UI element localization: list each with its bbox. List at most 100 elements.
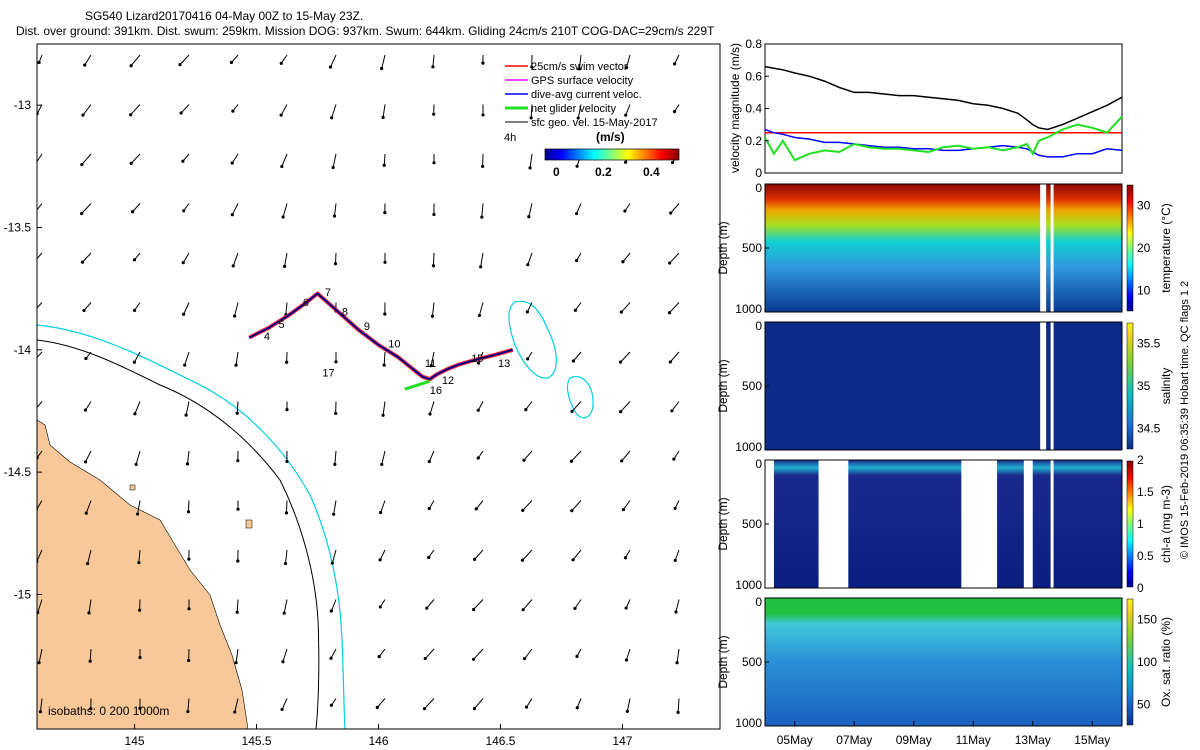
velocity-arrow-head <box>84 356 88 361</box>
salinity-gaps <box>1040 322 1054 450</box>
depth-tick-label: 1000 <box>735 578 762 592</box>
velocity-arrow <box>282 648 288 662</box>
velocity-arrow <box>578 54 582 69</box>
velocity-arrow <box>81 203 92 214</box>
velocity-arrow <box>138 549 141 563</box>
velocity-arrow <box>574 599 582 609</box>
velocity-arrow <box>674 54 680 65</box>
time-tick-label: 05May <box>777 733 813 747</box>
track-day-label: 16 <box>430 385 442 397</box>
colorbar-title: (m/s) <box>596 130 625 144</box>
velocity-arrow-head <box>380 462 384 467</box>
velocity-arrow <box>670 203 680 214</box>
velocity-arrow <box>130 104 141 116</box>
velocity-arrow <box>81 153 92 165</box>
velocity-arrow-head <box>520 558 525 562</box>
velocity-arrow <box>284 549 288 564</box>
velocity-arrow-head <box>187 658 191 663</box>
velocity-arrow-head <box>674 610 678 614</box>
colorbar-tick-label: 35.5 <box>1137 336 1161 350</box>
velocity-arrow <box>429 401 435 415</box>
reef-contour <box>566 376 594 419</box>
velocity-arrow-head <box>422 707 427 711</box>
velocity-arrow-head <box>378 558 382 562</box>
net-glider-velocity <box>404 379 431 391</box>
velocity-arrow-head <box>334 360 338 364</box>
velocity-arrow-head <box>332 512 336 516</box>
velocity-arrow <box>334 252 337 264</box>
depth-tick-label: 0 <box>755 319 762 333</box>
velocity-arrow <box>478 302 484 316</box>
colorbar-tick-label: 50 <box>1137 698 1151 712</box>
track-day-label: 17 <box>322 368 334 380</box>
velocity-arrow-head <box>377 655 381 659</box>
velocity-arrow-head <box>526 263 530 267</box>
velocity-arrow <box>280 104 288 116</box>
velocity-arrow-head <box>236 459 240 463</box>
velocity-arrow-head <box>474 507 478 511</box>
depth-tick-label: 1000 <box>735 302 762 316</box>
velocity-arrow-head <box>569 459 574 463</box>
data-gap <box>1040 322 1047 450</box>
velocity-arrow-head <box>624 606 628 610</box>
velocity-arrow-head <box>235 610 239 614</box>
legend-scale-label: 4h <box>504 132 516 144</box>
velocity-arrow-head <box>229 60 234 65</box>
velocity-arrow-head <box>623 160 628 164</box>
velocity-arrow-head <box>183 363 187 367</box>
velocity-arrow-head <box>86 561 90 566</box>
data-gap <box>1040 184 1047 312</box>
velocity-arrow-head <box>481 61 485 65</box>
velocity-arrow <box>87 549 92 564</box>
velocity-arrow-head <box>481 164 485 168</box>
depth-tick-label: 0 <box>755 457 762 471</box>
velocity-arrow-head <box>186 709 190 714</box>
velocity-arrow-head <box>383 260 387 264</box>
velocity-arrow-head <box>281 660 285 664</box>
velocity-arrow <box>135 450 141 465</box>
velocity-arrow <box>529 153 533 168</box>
depth-tick-label: 500 <box>742 517 762 531</box>
velocity-arrow-head <box>529 116 533 120</box>
velocity-y-tick-label: 0.2 <box>745 134 762 148</box>
velocity-arrow <box>475 500 484 510</box>
velocity-arrow <box>330 648 337 659</box>
velocity-arrow-head <box>334 411 338 416</box>
velocity-arrow <box>625 104 631 116</box>
velocity-arrow-head <box>623 209 627 213</box>
velocity-arrow-head <box>138 608 142 612</box>
track-day-label: 7 <box>325 287 331 299</box>
velocity-arrow-head <box>574 211 579 216</box>
velocity-arrow-head <box>672 110 677 114</box>
velocity-arrow <box>38 648 43 663</box>
velocity-arrow <box>383 153 386 166</box>
velocity-arrow <box>571 401 582 412</box>
data-gap <box>818 460 849 588</box>
legend-net: net glider velocity <box>531 103 616 115</box>
velocity-arrow <box>85 450 92 463</box>
velocity-arrow <box>572 549 582 561</box>
track-line <box>249 292 513 380</box>
velocity-arrow-head <box>129 113 133 117</box>
velocity-arrow-head <box>624 658 629 662</box>
colorbar-tick-label: 100 <box>1137 655 1157 669</box>
track-day-label: 12 <box>442 375 454 387</box>
velocity-arrow <box>381 450 386 465</box>
velocity-arrow-head <box>285 408 289 412</box>
depth-tick-label: 500 <box>742 379 762 393</box>
isobath-1000m <box>37 324 346 729</box>
x-tick-label: 145 <box>125 734 145 748</box>
velocity-arrow-head <box>673 62 677 66</box>
velocity-arrow-head <box>672 457 676 461</box>
velocity-arrow-head <box>233 710 237 714</box>
y-tick-label: -15 <box>14 587 32 601</box>
velocity-arrow-head <box>88 659 92 663</box>
salinity-cbar-label: salinity <box>1159 368 1173 405</box>
velocity-arrow-head <box>618 360 623 364</box>
velocity-arrow-head <box>571 359 576 363</box>
velocity-arrow-head <box>427 459 431 464</box>
velocity-arrow <box>234 698 239 713</box>
velocity-arrow-head <box>282 611 286 615</box>
velocity-arrow-head <box>138 706 142 710</box>
velocity-arrow-head <box>135 512 140 516</box>
